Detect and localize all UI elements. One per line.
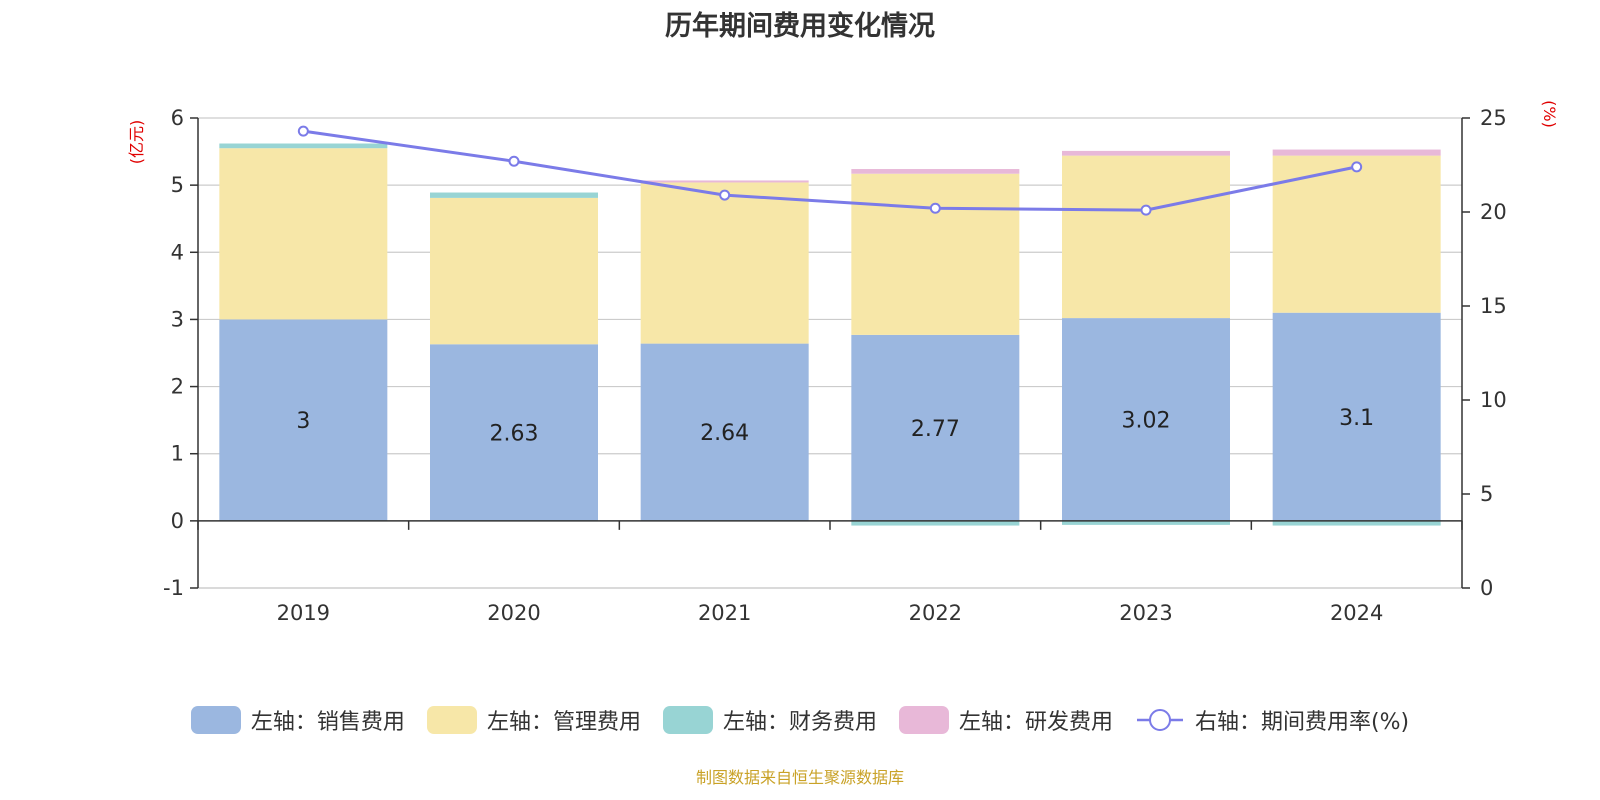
left-axis-tick-label: 2 (171, 375, 184, 399)
legend-item[interactable]: 左轴：销售费用 (191, 704, 405, 736)
line-point-2024 (1352, 162, 1361, 171)
legend-line-marker (1135, 706, 1185, 734)
legend-label: 左轴：销售费用 (251, 704, 405, 736)
line-point-2020 (510, 157, 519, 166)
bar-3-2019 (219, 144, 387, 149)
data-label: 2.77 (911, 417, 960, 442)
legend-label: 左轴：管理费用 (487, 704, 641, 736)
x-axis-tick-label: 2024 (1330, 601, 1383, 625)
bar-4-2024 (1273, 150, 1441, 156)
right-axis-tick-label: 10 (1480, 388, 1507, 412)
left-axis-tick-label: 5 (171, 173, 184, 197)
right-axis-unit: (%) (1540, 100, 1559, 128)
line-point-2021 (720, 191, 729, 200)
x-axis-tick-label: 2023 (1119, 601, 1172, 625)
legend-label: 右轴：期间费用率(%) (1195, 704, 1409, 736)
bar-4-2023 (1062, 151, 1230, 156)
bar-2-2021 (641, 182, 809, 343)
bar-3-2020 (430, 193, 598, 198)
data-label: 3 (296, 409, 310, 434)
left-axis-tick-label: 0 (171, 509, 184, 533)
bar-2-2023 (1062, 156, 1230, 318)
data-label: 2.64 (700, 421, 749, 446)
footer-source: 制图数据来自恒生聚源数据库 (0, 764, 1600, 788)
bar-4-2021 (641, 180, 809, 182)
right-axis-tick-label: 20 (1480, 200, 1507, 224)
left-axis-tick-label: 6 (171, 106, 184, 130)
legend-swatch (427, 706, 477, 734)
data-label: 3.1 (1339, 406, 1374, 431)
left-axis-tick-label: 3 (171, 307, 184, 331)
legend: 左轴：销售费用 左轴：管理费用 左轴：财务费用 左轴：研发费用 右轴：期间费用率(%) (0, 700, 1600, 740)
bar-2-2020 (430, 198, 598, 344)
x-axis-tick-label: 2021 (698, 601, 751, 625)
legend-item[interactable]: 左轴：管理费用 (427, 704, 641, 736)
bar-2-2019 (219, 148, 387, 319)
data-label: 2.63 (490, 422, 539, 447)
right-axis-tick-label: 5 (1480, 482, 1493, 506)
legend-label: 左轴：财务费用 (723, 704, 877, 736)
bar-4-2022 (851, 169, 1019, 174)
x-axis-tick-label: 2019 (277, 601, 330, 625)
legend-swatch (191, 706, 241, 734)
legend-label: 左轴：研发费用 (959, 704, 1113, 736)
legend-swatch (899, 706, 949, 734)
legend-item[interactable]: 左轴：财务费用 (663, 704, 877, 736)
left-axis-tick-label: 1 (171, 442, 184, 466)
legend-swatch (663, 706, 713, 734)
legend-item[interactable]: 左轴：研发费用 (899, 704, 1113, 736)
right-axis-tick-label: 0 (1480, 576, 1493, 600)
grid-layer (198, 118, 1462, 588)
line-point-2019 (299, 127, 308, 136)
bar-2-2022 (851, 174, 1019, 335)
left-axis-tick-label: -1 (163, 576, 184, 600)
line-point-2023 (1142, 206, 1151, 215)
right-axis-tick-label: 15 (1480, 294, 1507, 318)
data-label: 3.02 (1122, 408, 1171, 433)
x-axis-tick-label: 2022 (909, 601, 962, 625)
left-axis-tick-label: 4 (171, 240, 184, 264)
line-point-2022 (931, 204, 940, 213)
left-axis-unit: (亿元) (127, 120, 146, 165)
legend-item[interactable]: 右轴：期间费用率(%) (1135, 704, 1409, 736)
right-axis-tick-label: 25 (1480, 106, 1507, 130)
x-axis-tick-label: 2020 (487, 601, 540, 625)
